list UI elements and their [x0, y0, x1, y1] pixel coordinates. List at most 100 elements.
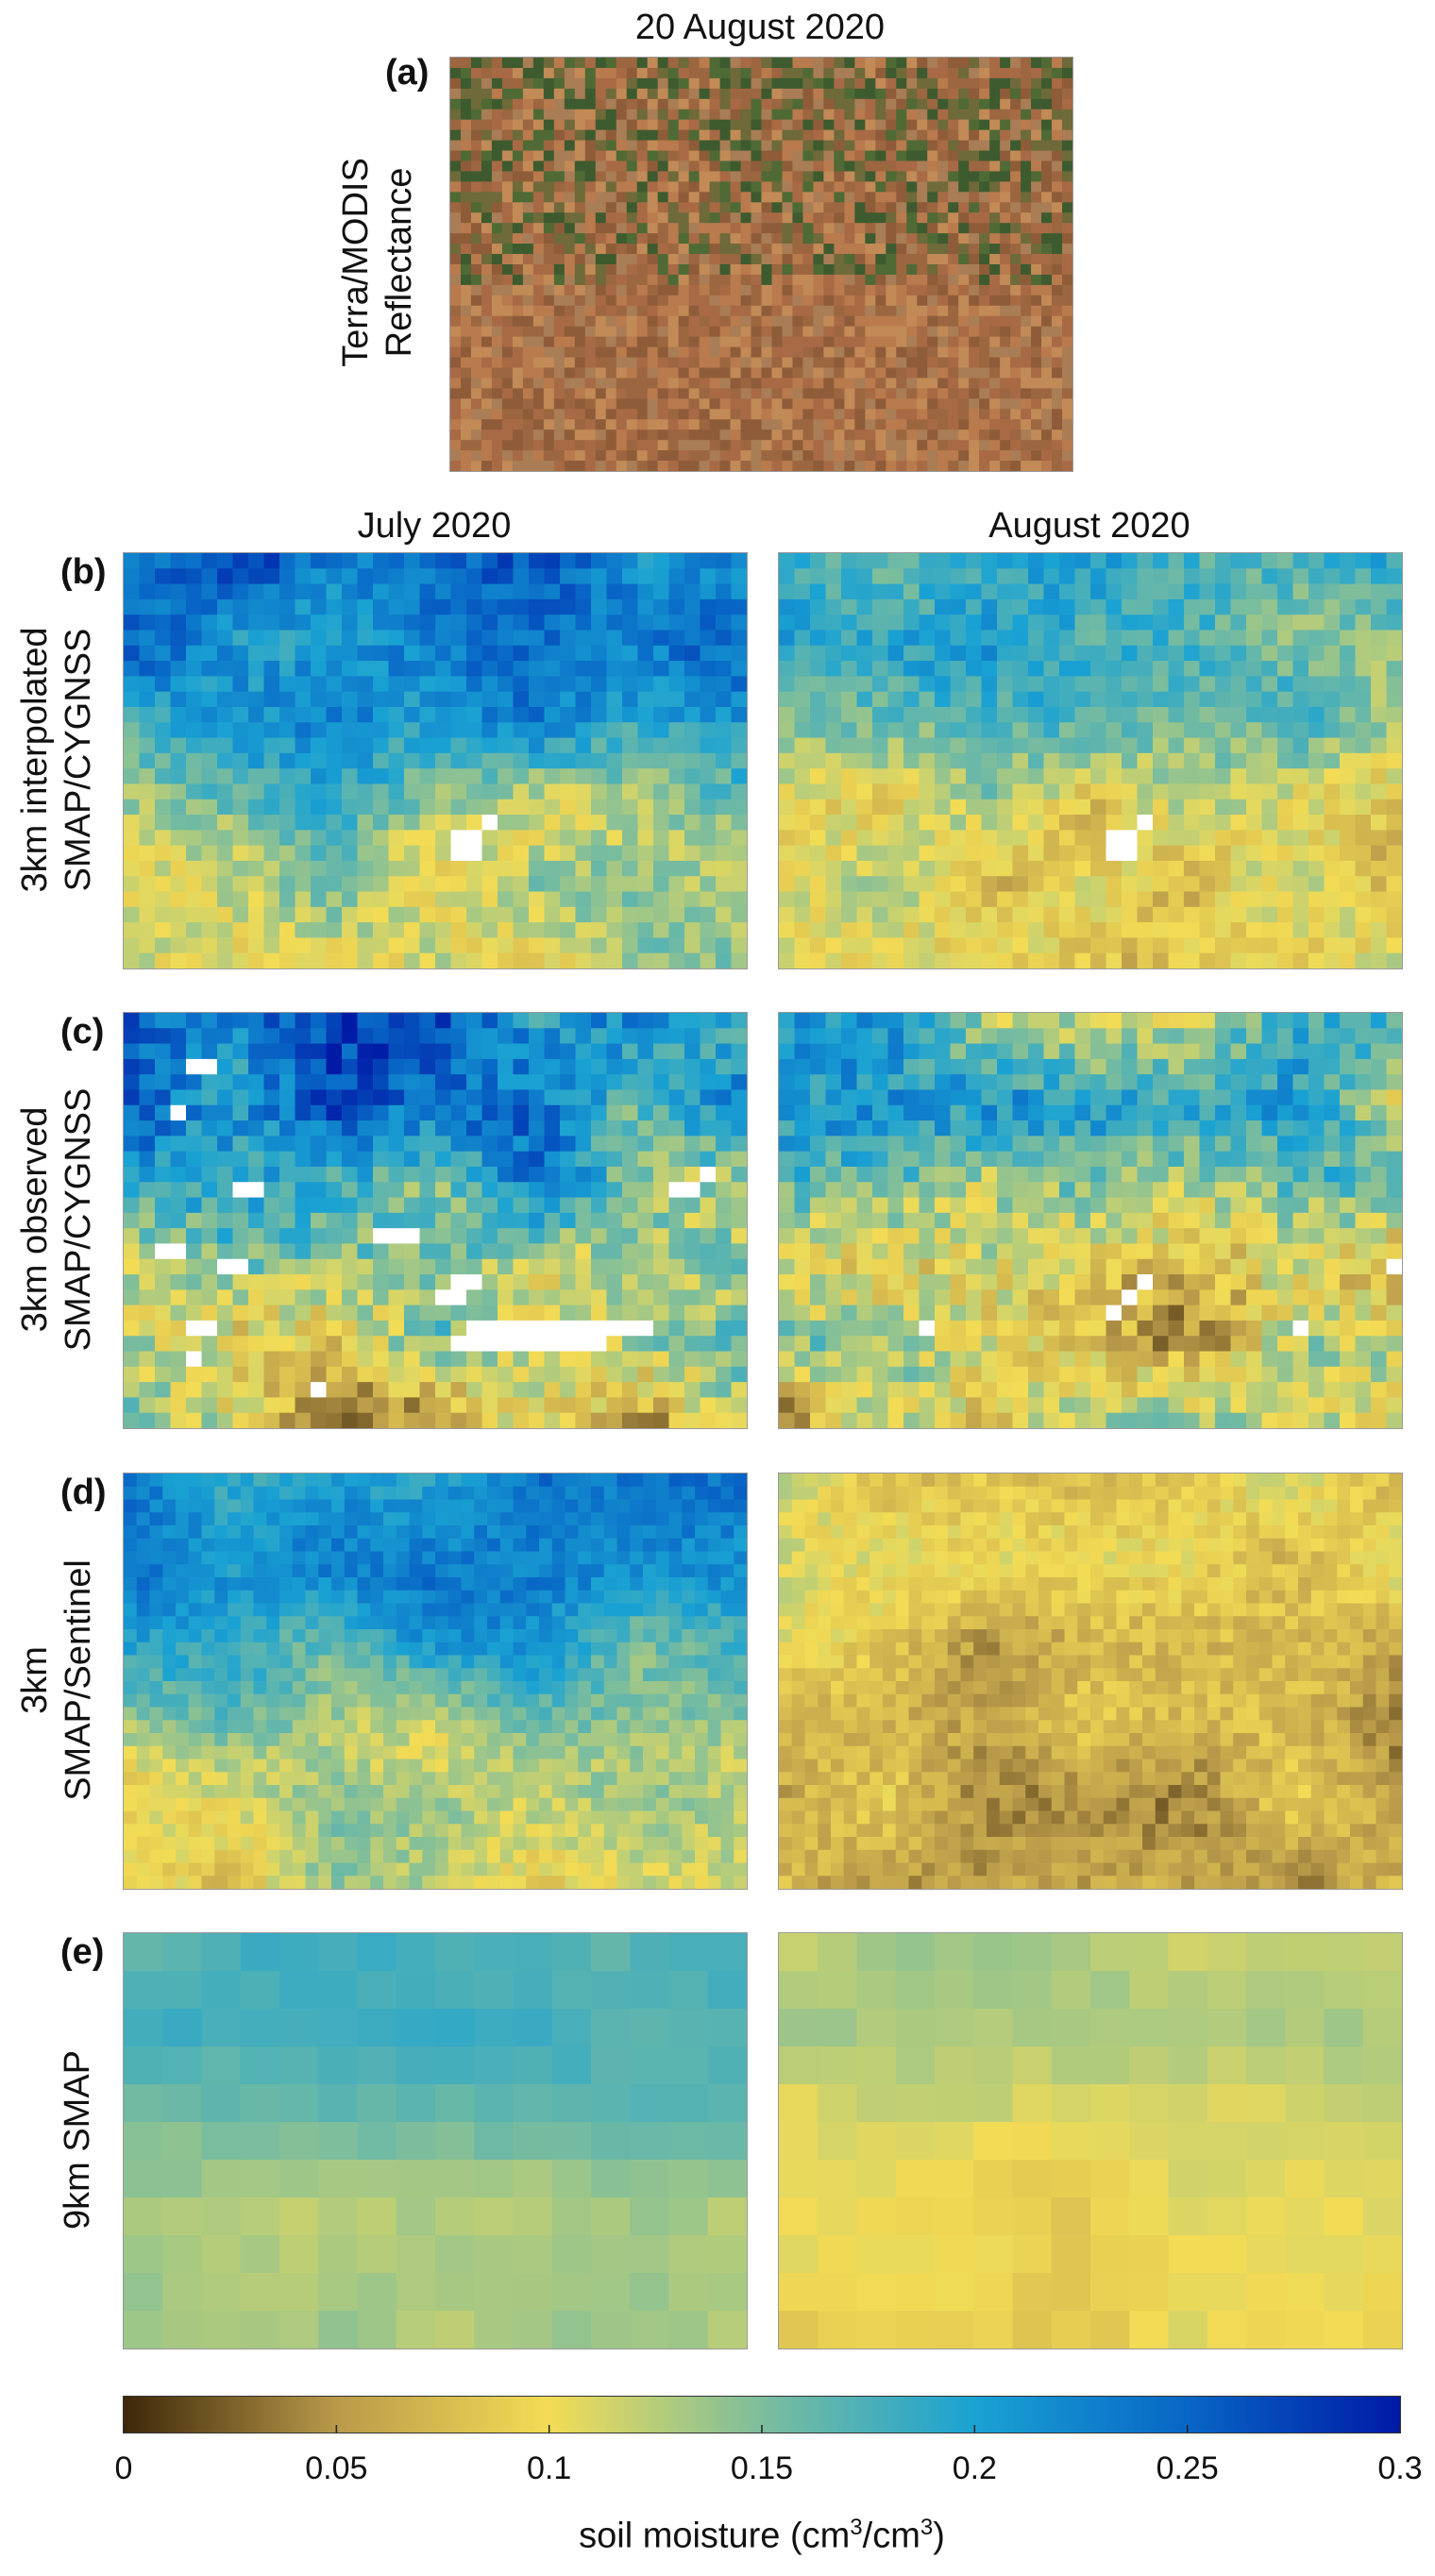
reflectance-pixel [1052, 171, 1063, 182]
reflectance-pixel [823, 409, 835, 420]
heatmap-cell [560, 630, 577, 647]
reflectance-pixel [792, 367, 804, 379]
heatmap-cell [124, 676, 141, 693]
heatmap-cell [481, 722, 498, 739]
heatmap-cell [279, 937, 296, 954]
reflectance-pixel [802, 160, 815, 173]
heatmap-cell [170, 1028, 187, 1045]
reflectance-pixel [626, 326, 638, 338]
reflectance-pixel [1021, 398, 1032, 410]
reflectance-pixel [450, 388, 462, 399]
reflectance-pixel [667, 274, 680, 286]
heatmap-cell [810, 661, 827, 677]
heatmap-cell [170, 1166, 187, 1183]
heatmap-cell [841, 630, 858, 647]
heatmap-cell [794, 706, 811, 723]
heatmap-cell [248, 1151, 265, 1168]
reflectance-pixel [948, 336, 959, 348]
reflectance-pixel [460, 160, 472, 173]
heatmap-cell [1371, 568, 1388, 585]
reflectance-pixel [616, 254, 628, 265]
reflectance-pixel [667, 357, 680, 369]
heatmap-cell [201, 568, 218, 585]
heatmap-cell [684, 645, 701, 662]
heatmap-cell [981, 845, 998, 862]
heatmap-cell [404, 860, 421, 877]
heatmap-cell [1340, 906, 1357, 923]
heatmap-cell [622, 891, 639, 908]
heatmap-cell [1292, 661, 1309, 677]
heatmap-cell [295, 706, 312, 723]
reflectance-pixel [584, 181, 597, 193]
reflectance-pixel [647, 223, 659, 234]
heatmap-cell [637, 737, 654, 754]
heatmap-cell [498, 937, 515, 954]
heatmap-cell [1184, 706, 1201, 723]
heatmap-cell [1277, 676, 1294, 693]
reflectance-pixel [937, 233, 949, 244]
heatmap-cell [170, 922, 187, 939]
heatmap-cell [1074, 737, 1091, 754]
heatmap-cell [373, 706, 390, 723]
heatmap-cell [326, 1074, 343, 1091]
heatmap-cell [279, 676, 296, 693]
reflectance-pixel [771, 398, 784, 410]
reflectance-pixel [989, 409, 1001, 420]
reflectance-pixel [948, 409, 959, 420]
reflectance-pixel [1041, 264, 1053, 276]
reflectance-pixel [875, 357, 886, 369]
heatmap-cell [388, 1089, 405, 1106]
heatmap-cell [326, 737, 343, 754]
heatmap-cell [170, 1043, 187, 1060]
reflectance-pixel [553, 367, 566, 379]
heatmap-cell [1340, 553, 1357, 569]
reflectance-pixel [1010, 88, 1021, 100]
reflectance-pixel [813, 367, 824, 379]
heatmap-cell [1246, 891, 1263, 908]
heatmap-cell [966, 768, 983, 785]
reflectance-pixel [906, 440, 918, 451]
heatmap-cell [1153, 768, 1170, 785]
heatmap-cell [560, 661, 577, 677]
reflectance-pixel [886, 244, 897, 255]
heatmap-cell [419, 722, 436, 739]
heatmap-cell [1122, 783, 1139, 800]
heatmap-cell [1090, 891, 1107, 908]
reflectance-pixel [1021, 295, 1032, 307]
heatmap-cell [404, 568, 421, 585]
heatmap-cell [481, 661, 498, 677]
reflectance-pixel [875, 315, 886, 328]
heatmap-cell [700, 937, 717, 954]
heatmap-cell [1215, 891, 1232, 908]
heatmap-cell [1215, 630, 1232, 647]
reflectance-pixel [969, 419, 980, 430]
heatmap-cell [668, 615, 685, 631]
reflectance-pixel [906, 264, 918, 276]
heatmap-cell [217, 752, 234, 769]
heatmap-cell [856, 891, 873, 908]
heatmap-cell [466, 752, 483, 769]
heatmap-cell [1184, 615, 1201, 631]
heatmap-cell [825, 891, 842, 908]
reflectance-pixel [875, 346, 886, 359]
reflectance-pixel [532, 202, 545, 213]
heatmap-cell [1043, 568, 1060, 585]
heatmap-cell [1074, 815, 1091, 831]
heatmap-cell [357, 815, 374, 831]
heatmap-cell [1012, 722, 1029, 739]
heatmap-cell [373, 1028, 390, 1045]
heatmap-cell [731, 815, 747, 831]
reflectance-pixel [667, 77, 680, 90]
heatmap-cell [450, 768, 467, 785]
reflectance-pixel [1062, 450, 1072, 462]
heatmap-cell [700, 598, 717, 615]
reflectance-pixel [1000, 346, 1011, 359]
heatmap-cell [139, 937, 156, 954]
reflectance-pixel [481, 181, 493, 193]
heatmap-cell [1122, 737, 1139, 754]
reflectance-pixel [761, 88, 773, 100]
heatmap-cell [1199, 752, 1216, 769]
heatmap-cell [388, 691, 405, 708]
heatmap-cell [404, 553, 421, 569]
reflectance-pixel [1041, 254, 1053, 265]
